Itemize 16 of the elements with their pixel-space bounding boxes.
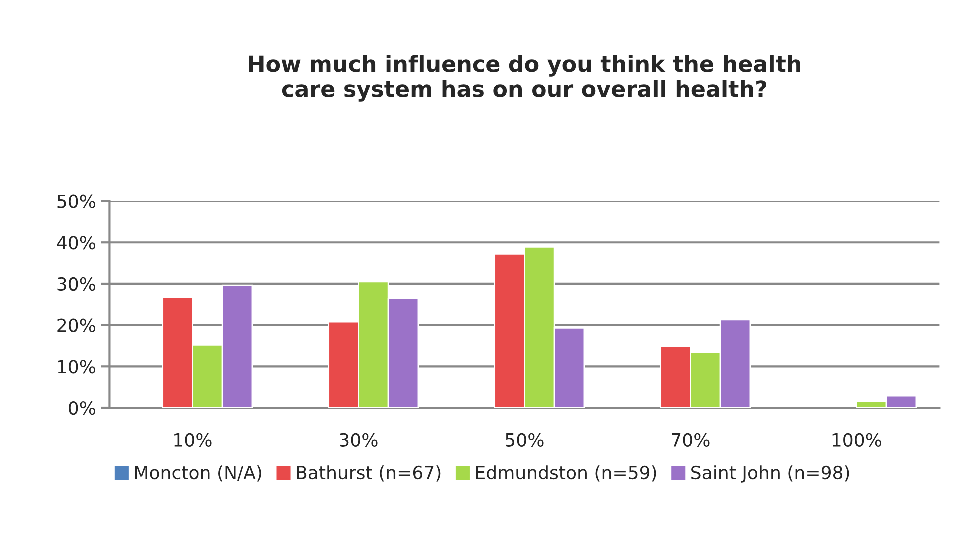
y-tick-label: 50% (58, 194, 96, 208)
chart-title: How much influence do you think the health care system has on our overall health? (249, 55, 800, 102)
x-tick-label: 100% (832, 433, 882, 447)
legend-label: Moncton (N/A) (135, 466, 262, 482)
x-tick-label: 70% (672, 433, 710, 447)
x-tick-label: 10% (174, 433, 212, 447)
legend-label: Edmundston (n=59) (476, 466, 656, 482)
legend-label: Saint John (n=98) (692, 466, 850, 483)
y-tick-label: 10% (58, 360, 96, 374)
x-tick-label: 30% (340, 433, 378, 447)
y-tick-label: 30% (58, 277, 96, 292)
legend-label: Bathurst (n=67) (297, 466, 441, 482)
y-tick-label: 40% (57, 236, 96, 250)
x-tick-label: 50% (506, 433, 544, 447)
y-tick-label: 20% (58, 318, 96, 332)
y-tick-label: 0% (69, 401, 96, 416)
